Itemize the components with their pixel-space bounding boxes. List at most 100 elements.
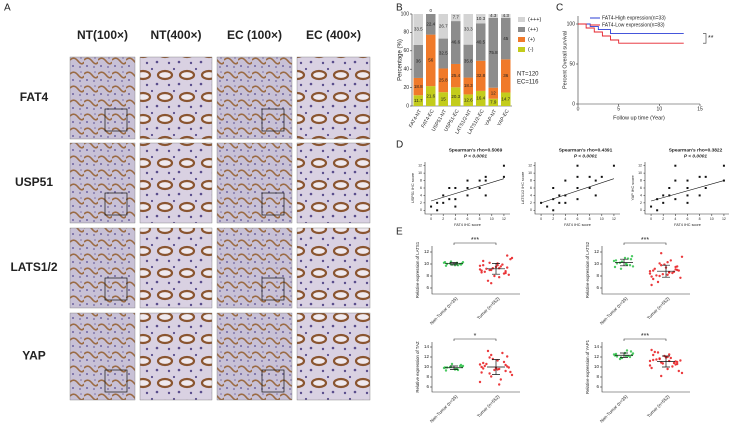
x-tick-label: 8 <box>479 217 481 221</box>
bar-segment <box>451 14 461 22</box>
y-tick-label: 40 <box>403 67 409 73</box>
axis <box>431 342 520 393</box>
dot <box>507 273 510 276</box>
y-tick-label: 100 <box>567 21 576 27</box>
dot <box>668 353 671 356</box>
data-label: 36 <box>416 59 422 64</box>
bar-segment <box>476 60 486 91</box>
dot <box>510 373 514 377</box>
dot <box>650 366 653 370</box>
y-tick-label: 2 <box>640 201 642 205</box>
point <box>478 187 481 189</box>
bar-segment <box>451 87 461 106</box>
y-tick-label: 14 <box>424 344 430 349</box>
inset-box <box>104 369 128 393</box>
bar-segment <box>501 92 511 106</box>
dot <box>650 275 653 278</box>
row-label: FAT4 <box>20 90 49 104</box>
x-tick-label: 4 <box>564 217 566 221</box>
micrograph <box>69 142 136 224</box>
dot <box>614 259 618 262</box>
y-tick-label: 0 <box>406 103 409 109</box>
y-axis-label: YAP IHC score <box>631 175 635 200</box>
y-axis-label: Relative expression of YAP1 <box>585 339 590 394</box>
mean-sd <box>615 352 633 358</box>
bar-segment <box>413 14 423 45</box>
point <box>576 198 579 201</box>
data-label: 35.8 <box>464 58 473 63</box>
dot <box>488 268 491 272</box>
x-tick-label: Non-Tumor (n=35) <box>599 394 629 424</box>
x-tick-label: 6 <box>467 217 469 221</box>
dot <box>650 348 653 352</box>
dot <box>483 364 486 368</box>
dot <box>485 362 488 366</box>
dot <box>444 264 448 267</box>
point <box>588 175 591 178</box>
dot <box>496 368 499 371</box>
dot <box>658 357 661 360</box>
dot <box>666 367 669 371</box>
x-tick-label: 2 <box>552 217 554 221</box>
column-header: NT(400×) <box>150 28 201 42</box>
axis <box>534 162 620 215</box>
data-label: 12 <box>491 90 497 95</box>
data-label: 18.8 <box>414 84 423 89</box>
dot <box>615 355 619 358</box>
dot <box>623 256 627 260</box>
point <box>674 198 677 201</box>
mean-sd <box>445 365 463 370</box>
y-tick-label: 6 <box>420 186 422 190</box>
point <box>552 209 555 212</box>
point <box>564 201 567 204</box>
data-label: 22.4 <box>426 21 435 26</box>
annotation: NT=120 <box>517 72 539 78</box>
point <box>448 198 451 201</box>
point <box>674 164 677 167</box>
annotation: ** <box>708 35 714 42</box>
y-tick-label: 8 <box>530 178 532 182</box>
bar-segment <box>463 77 473 95</box>
y-tick-label: 10 <box>424 364 430 369</box>
y-tick-label: 12 <box>528 164 532 168</box>
dot <box>669 259 672 262</box>
bar-segment <box>438 68 448 93</box>
micrograph <box>296 227 371 309</box>
point <box>502 164 505 167</box>
inset-box <box>261 369 285 393</box>
inset-box <box>261 277 285 301</box>
dot <box>478 363 482 366</box>
x-tick-label: 6 <box>577 217 579 221</box>
micrograph <box>139 142 213 224</box>
dot <box>658 262 661 265</box>
dot <box>502 360 506 364</box>
data-label: 25.4 <box>451 73 460 78</box>
legend-label: (+) <box>528 37 535 43</box>
axis <box>577 16 700 105</box>
y-tick-label: 10 <box>528 171 532 175</box>
dot <box>672 361 676 365</box>
y-tick-label: 0 <box>640 208 642 212</box>
bracket <box>703 33 707 44</box>
point <box>686 179 689 182</box>
x-tick-label: 10 <box>600 217 604 221</box>
y-tick-label: 8 <box>426 273 429 278</box>
bar-segment <box>488 87 498 99</box>
inset-box <box>104 277 128 301</box>
y-axis-label: Percent Overall survival <box>562 31 568 89</box>
x-tick-label: 10 <box>490 217 494 221</box>
dot <box>506 254 509 257</box>
mean-sd <box>487 359 505 375</box>
x-axis-label: FAT4 IHC score <box>564 223 591 227</box>
y-tick-label: 6 <box>426 384 429 389</box>
dot <box>631 265 635 268</box>
dot <box>650 283 653 287</box>
dot <box>677 269 680 272</box>
x-tick-label: Non-Tumor (n=35) <box>429 296 459 326</box>
y-tick-label: 50 <box>569 61 575 67</box>
inset-box <box>261 108 285 132</box>
x-tick-label: 12 <box>502 217 506 221</box>
dot <box>613 265 617 269</box>
dot <box>653 350 656 354</box>
point <box>484 179 487 182</box>
